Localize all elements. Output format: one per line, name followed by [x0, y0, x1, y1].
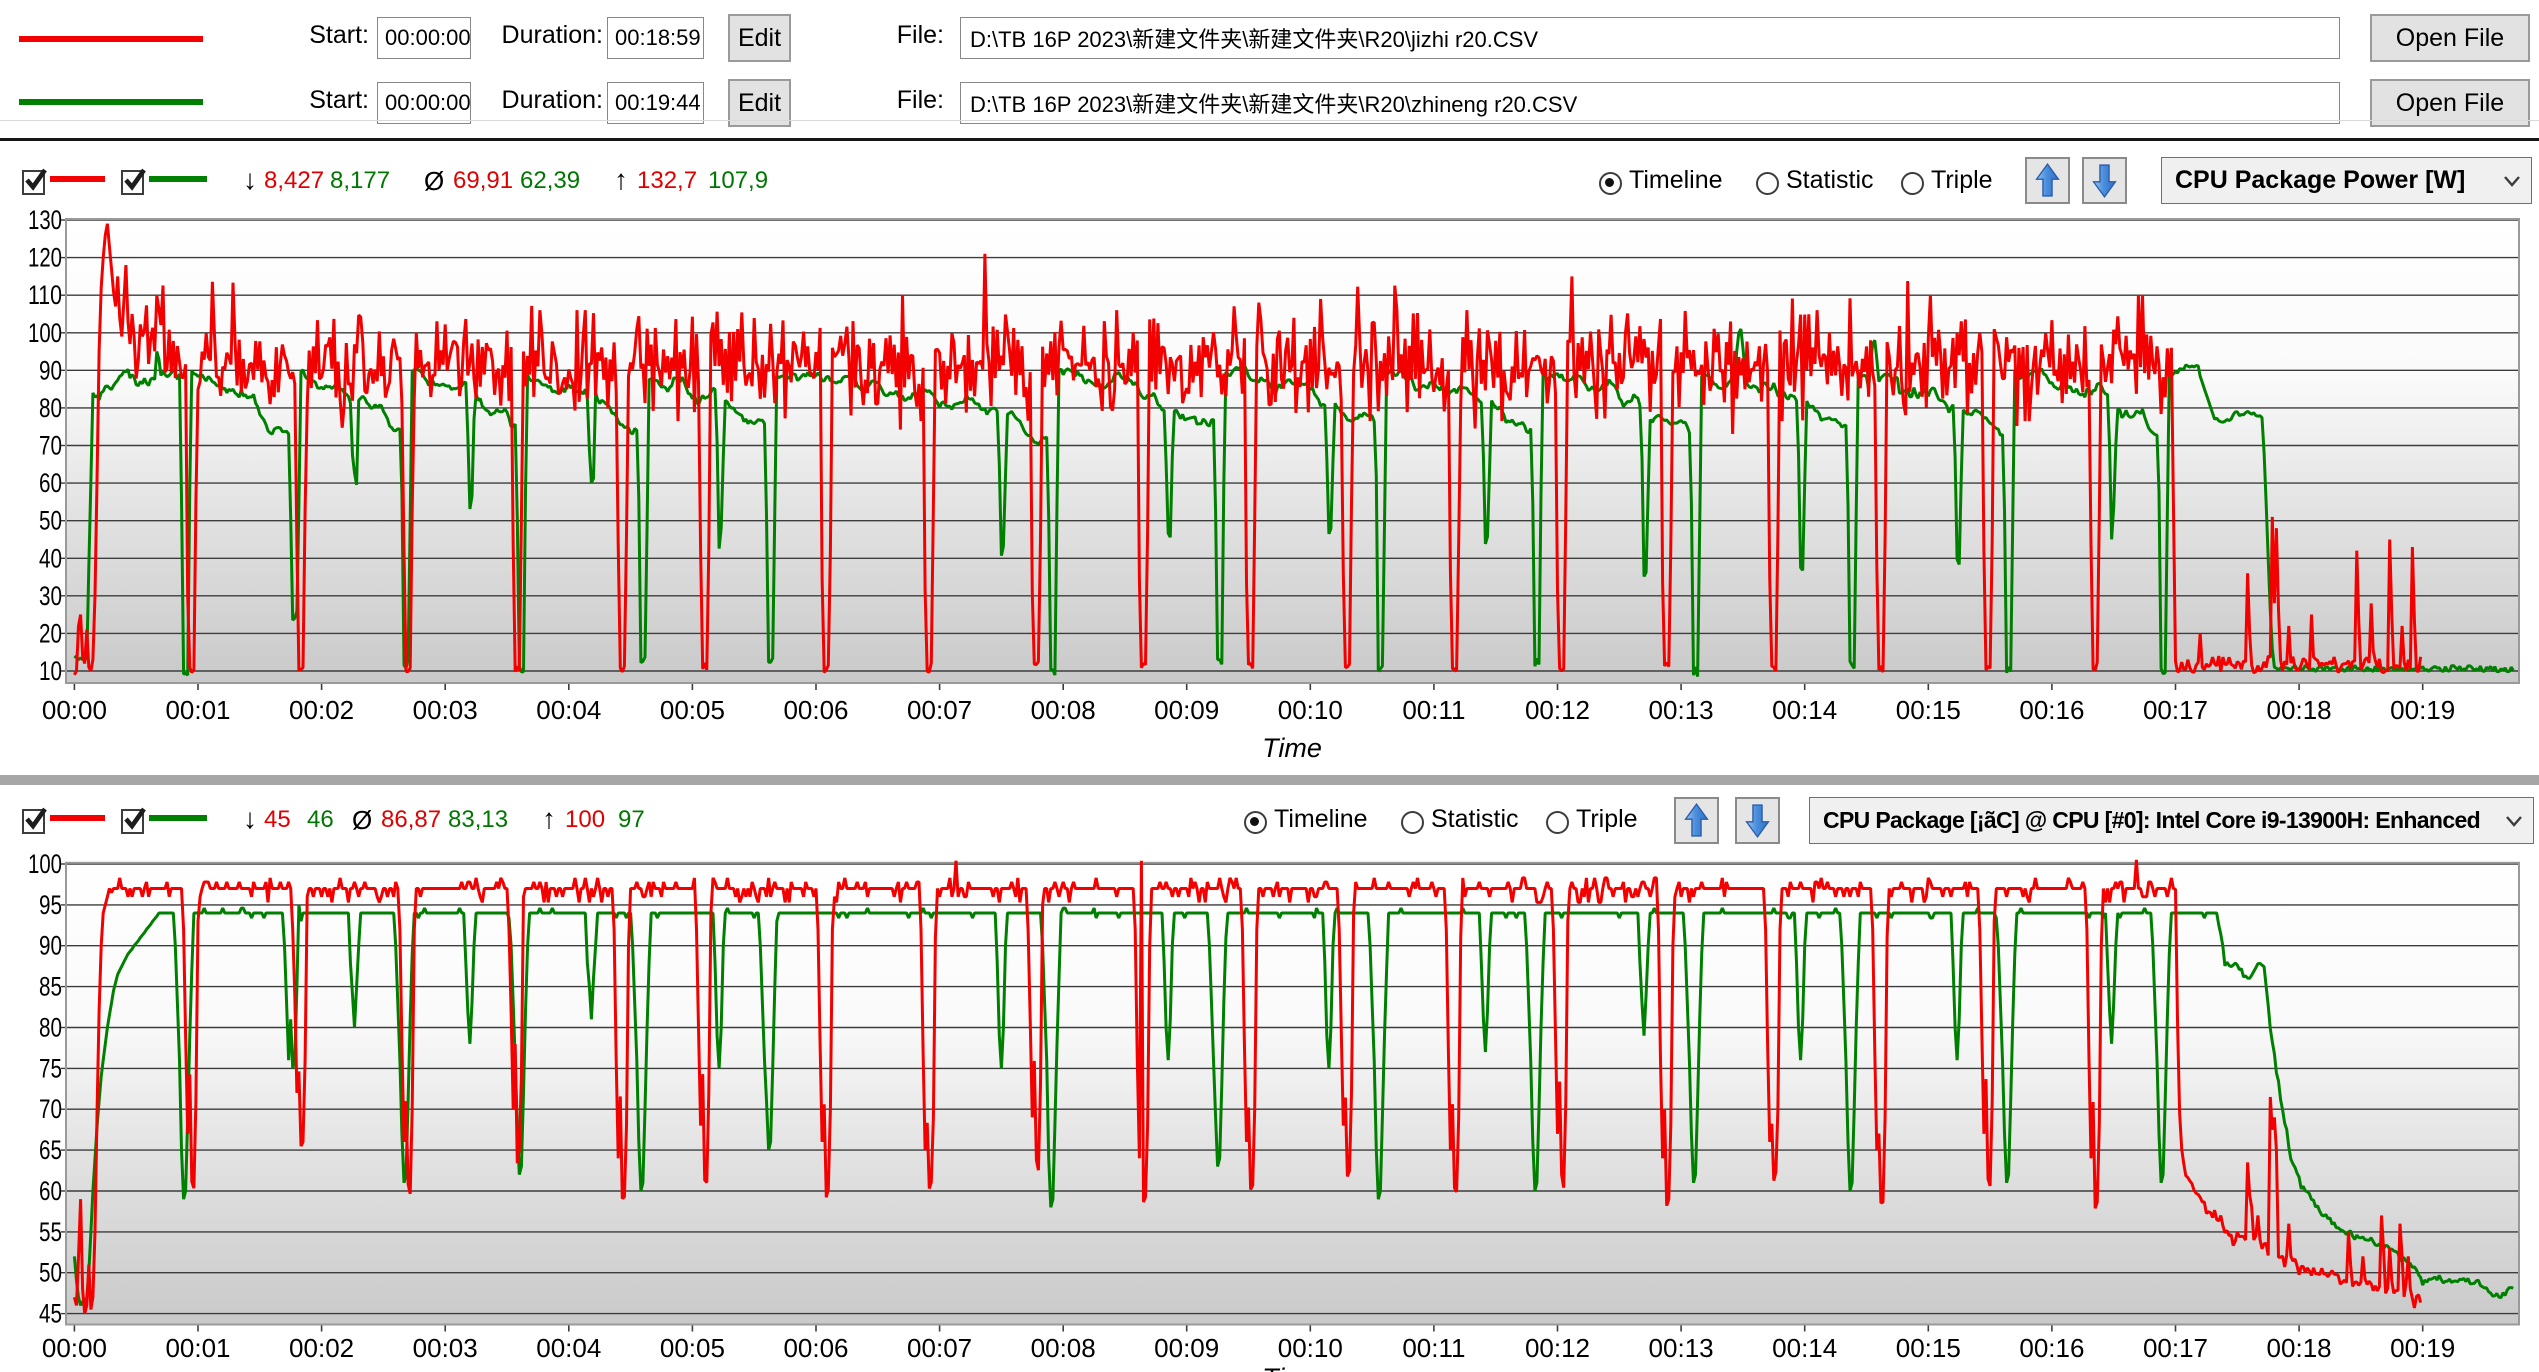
svg-text:20: 20	[39, 618, 62, 648]
svg-text:55: 55	[39, 1217, 62, 1247]
svg-text:00:01: 00:01	[165, 695, 230, 725]
svg-text:00:18: 00:18	[2267, 1333, 2332, 1363]
svg-text:00:05: 00:05	[660, 1333, 725, 1363]
svg-text:50: 50	[39, 506, 62, 536]
svg-text:00:04: 00:04	[536, 695, 601, 725]
svg-text:00:14: 00:14	[1772, 695, 1837, 725]
svg-text:80: 80	[39, 393, 62, 423]
svg-text:00:06: 00:06	[783, 1333, 848, 1363]
svg-text:00:13: 00:13	[1649, 695, 1714, 725]
svg-text:00:06: 00:06	[783, 695, 848, 725]
svg-text:65: 65	[39, 1135, 62, 1165]
svg-text:45: 45	[39, 1299, 62, 1329]
svg-text:85: 85	[39, 972, 62, 1002]
svg-text:00:15: 00:15	[1896, 1333, 1961, 1363]
svg-text:00:17: 00:17	[2143, 695, 2208, 725]
svg-text:00:11: 00:11	[1402, 695, 1465, 725]
svg-text:00:12: 00:12	[1525, 695, 1590, 725]
svg-text:Time: Time	[1262, 733, 1322, 763]
svg-text:00:03: 00:03	[413, 695, 478, 725]
svg-text:130: 130	[28, 205, 62, 235]
svg-text:00:08: 00:08	[1031, 1333, 1096, 1363]
svg-text:00:13: 00:13	[1649, 1333, 1714, 1363]
svg-text:90: 90	[39, 931, 62, 961]
svg-text:100: 100	[28, 849, 62, 879]
svg-text:40: 40	[39, 543, 62, 573]
svg-text:70: 70	[39, 1094, 62, 1124]
svg-text:00:17: 00:17	[2143, 1333, 2208, 1363]
svg-text:00:15: 00:15	[1896, 695, 1961, 725]
svg-text:00:10: 00:10	[1278, 1333, 1343, 1363]
svg-text:60: 60	[39, 1176, 62, 1206]
svg-text:90: 90	[39, 355, 62, 385]
svg-text:00:09: 00:09	[1154, 695, 1219, 725]
svg-text:00:08: 00:08	[1031, 695, 1096, 725]
svg-text:00:16: 00:16	[2019, 1333, 2084, 1363]
svg-text:00:03: 00:03	[413, 1333, 478, 1363]
svg-text:120: 120	[28, 243, 62, 273]
svg-text:95: 95	[39, 890, 62, 920]
svg-text:00:01: 00:01	[165, 1333, 230, 1363]
svg-text:00:14: 00:14	[1772, 1333, 1837, 1363]
svg-text:75: 75	[39, 1053, 62, 1083]
svg-text:00:02: 00:02	[289, 1333, 354, 1363]
svg-text:00:07: 00:07	[907, 1333, 972, 1363]
svg-text:30: 30	[39, 581, 62, 611]
svg-text:00:02: 00:02	[289, 695, 354, 725]
svg-text:00:00: 00:00	[42, 695, 107, 725]
svg-text:00:12: 00:12	[1525, 1333, 1590, 1363]
svg-text:00:09: 00:09	[1154, 1333, 1219, 1363]
svg-text:00:04: 00:04	[536, 1333, 601, 1363]
svg-text:00:19: 00:19	[2390, 695, 2455, 725]
svg-text:50: 50	[39, 1258, 62, 1288]
svg-text:00:11: 00:11	[1402, 1333, 1465, 1363]
svg-text:00:10: 00:10	[1278, 695, 1343, 725]
svg-text:00:05: 00:05	[660, 695, 725, 725]
svg-text:100: 100	[28, 318, 62, 348]
svg-text:Time: Time	[1262, 1363, 1322, 1372]
svg-text:10: 10	[39, 656, 62, 686]
svg-text:00:16: 00:16	[2019, 695, 2084, 725]
svg-text:70: 70	[39, 431, 62, 461]
svg-text:00:19: 00:19	[2390, 1333, 2455, 1363]
svg-text:60: 60	[39, 468, 62, 498]
svg-text:00:07: 00:07	[907, 695, 972, 725]
svg-text:00:18: 00:18	[2267, 695, 2332, 725]
svg-text:00:00: 00:00	[42, 1333, 107, 1363]
svg-text:80: 80	[39, 1013, 62, 1043]
svg-text:110: 110	[28, 280, 62, 310]
